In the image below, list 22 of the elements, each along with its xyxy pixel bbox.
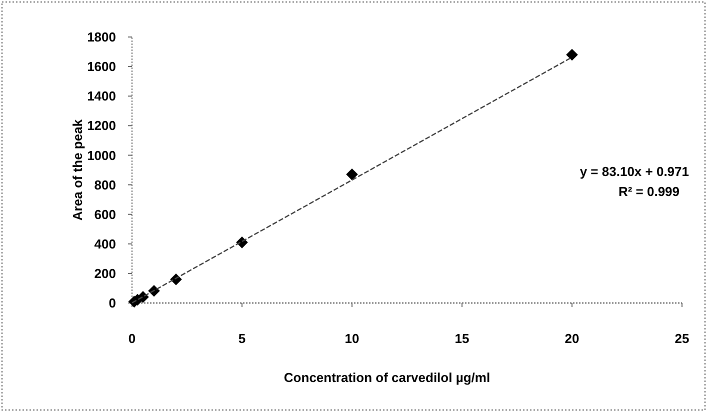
- x-tick-label: 5: [238, 331, 246, 346]
- y-tick-label: 1000: [87, 148, 116, 163]
- x-tick-label: 10: [344, 331, 360, 346]
- y-tick-label: 1200: [87, 118, 116, 134]
- x-tick-label: 20: [564, 331, 580, 346]
- y-axis-title: Area of the peak: [70, 118, 85, 221]
- point: [346, 168, 358, 180]
- x-tick-label: 25: [674, 331, 690, 346]
- y-tick-label: 400: [94, 236, 116, 252]
- point: [566, 48, 578, 61]
- x-tick-label: 0: [128, 331, 136, 346]
- y-tick-label: 1400: [87, 88, 116, 104]
- y-tick-label: 200: [94, 266, 116, 281]
- annotation: R² = 0.999: [618, 184, 680, 199]
- x-axis-title: Concentration of carvedilol µg/ml: [284, 370, 490, 385]
- annotation: y = 83.10x + 0.971: [580, 164, 689, 179]
- y-tick-label: 1600: [87, 59, 116, 74]
- y-tick-label: 800: [94, 177, 116, 192]
- x-tick-label: 15: [454, 331, 470, 346]
- y-tick-label: 600: [94, 206, 116, 222]
- y-tick-label: 1800: [87, 30, 116, 45]
- y-tick-label: 0: [108, 296, 116, 311]
